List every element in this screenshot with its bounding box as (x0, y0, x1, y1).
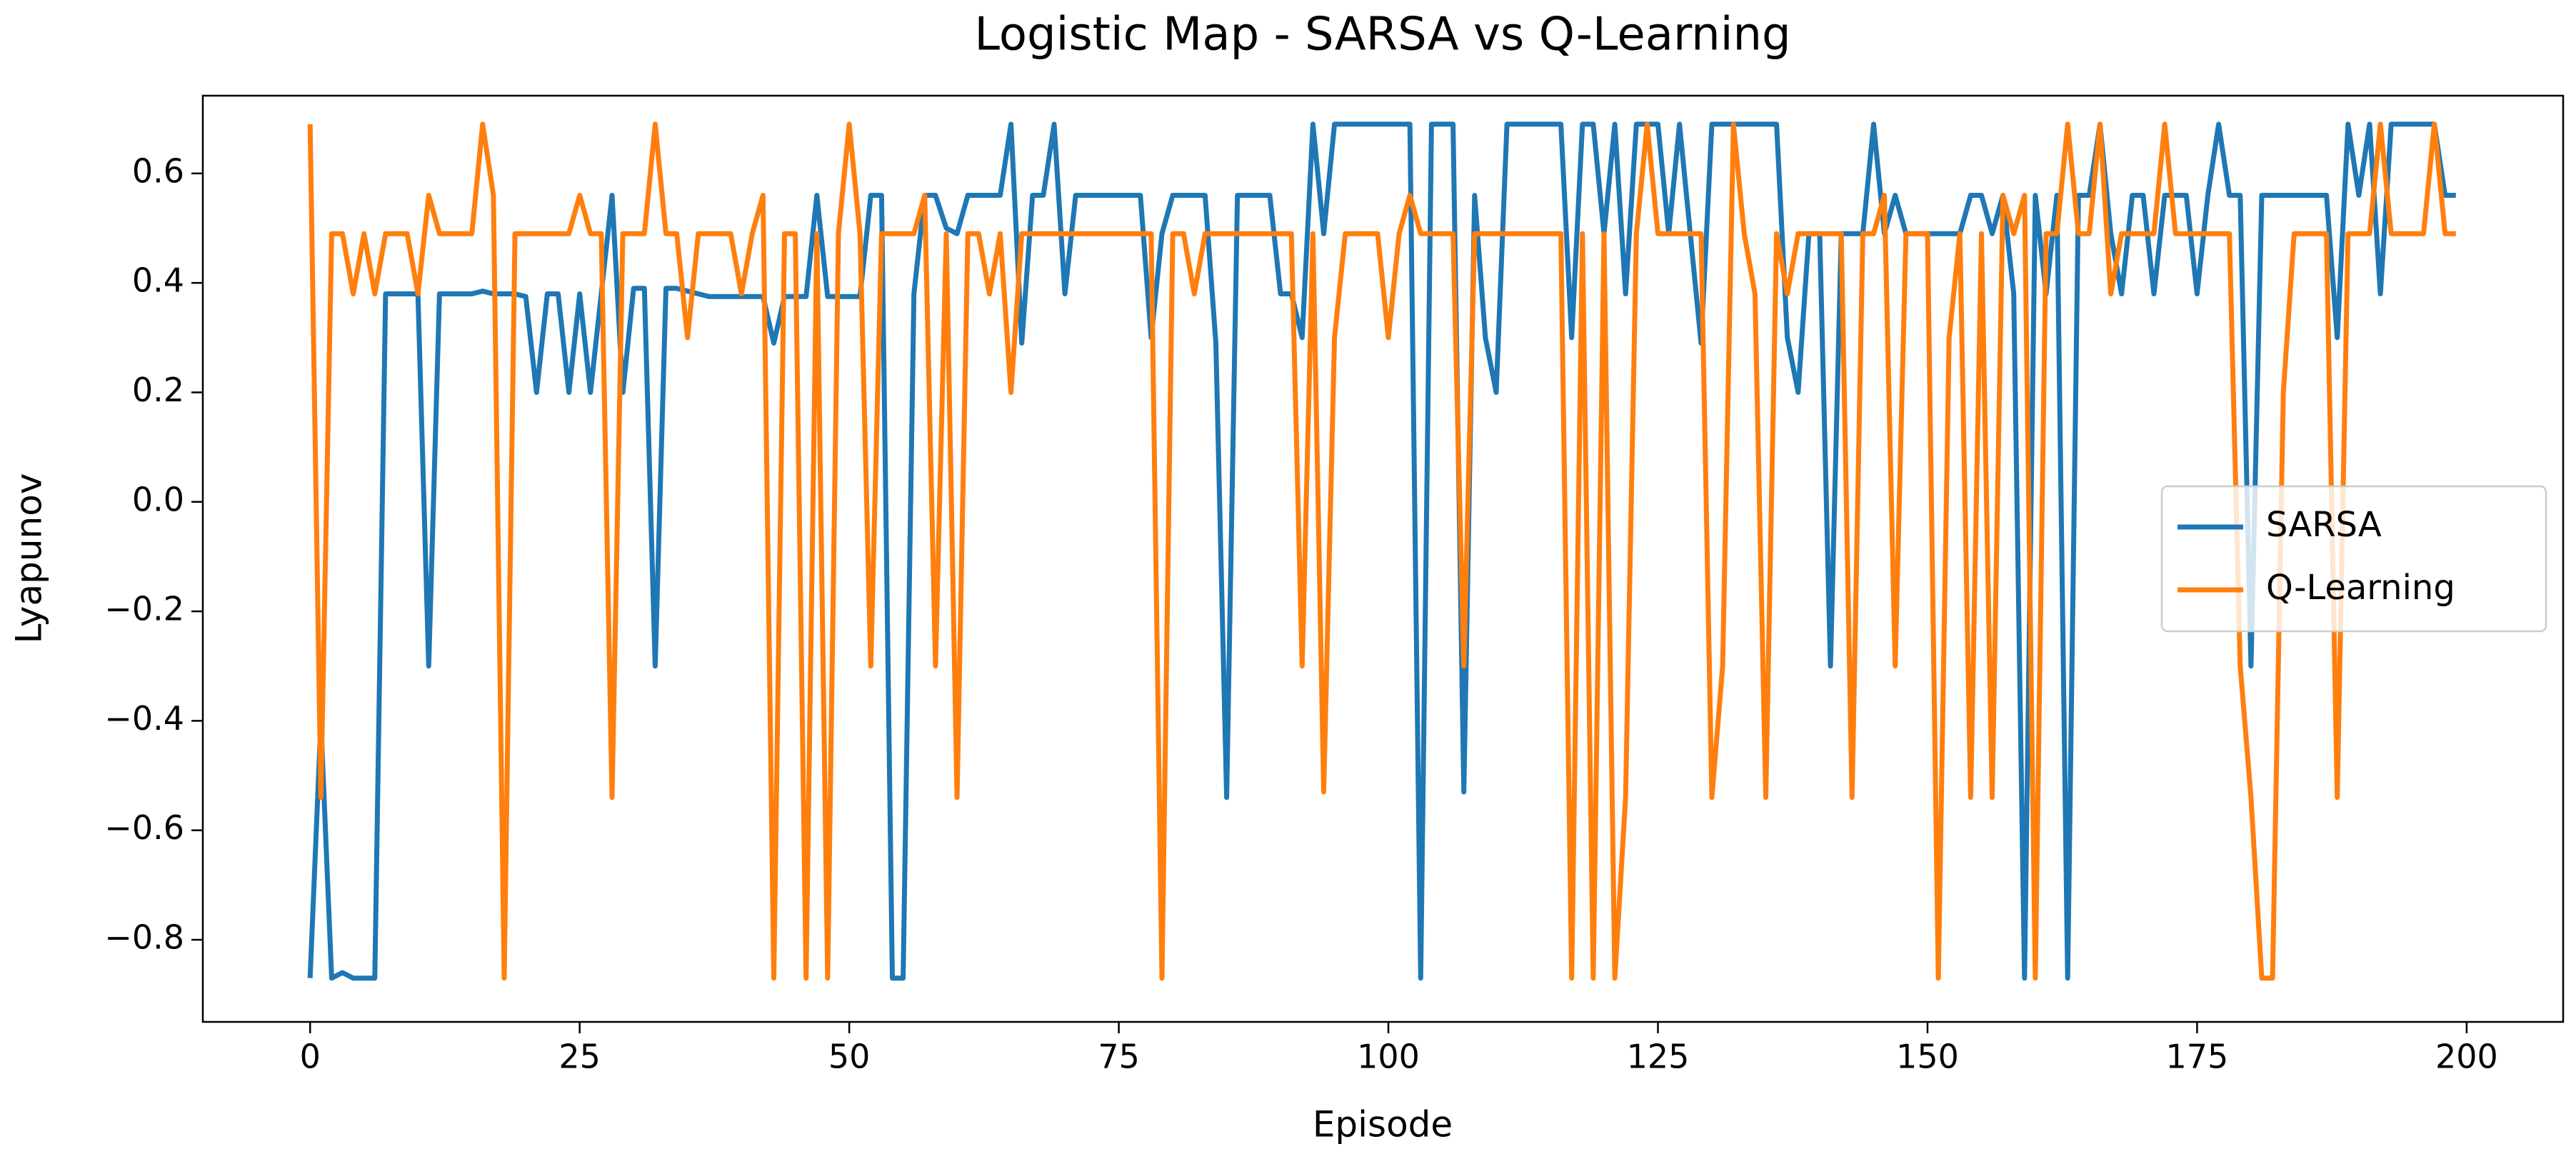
chart-title: Logistic Map - SARSA vs Q-Learning (974, 9, 1790, 61)
legend-label: Q-Learning (2266, 568, 2455, 608)
x-tick-label: 125 (1627, 1038, 1690, 1076)
y-tick-label: 0.6 (132, 151, 184, 190)
x-tick-label: 150 (1896, 1038, 1959, 1076)
legend-label: SARSA (2266, 505, 2382, 545)
y-tick-label: 0.2 (132, 371, 184, 409)
x-axis-label: Episode (1313, 1104, 1453, 1145)
x-tick-label: 75 (1098, 1038, 1140, 1076)
x-tick-label: 50 (828, 1038, 871, 1076)
series-line (307, 121, 2456, 981)
x-tick-label: 200 (2435, 1038, 2498, 1076)
y-axis-label: Lyapunov (9, 473, 50, 644)
series-line (307, 121, 2456, 981)
x-tick-label: 0 (300, 1038, 321, 1076)
y-tick-label: 0.0 (132, 480, 184, 518)
y-tick-label: −0.8 (104, 918, 184, 957)
y-tick-label: −0.4 (104, 699, 184, 738)
y-tick-label: −0.2 (104, 590, 184, 628)
y-tick-label: 0.4 (132, 261, 184, 300)
x-tick-label: 100 (1357, 1038, 1420, 1076)
legend-box (2160, 485, 2547, 633)
x-tick-label: 25 (558, 1038, 601, 1076)
y-tick-label: −0.6 (104, 808, 184, 847)
plot-frame (201, 94, 2565, 1023)
x-tick-label: 175 (2166, 1038, 2229, 1076)
